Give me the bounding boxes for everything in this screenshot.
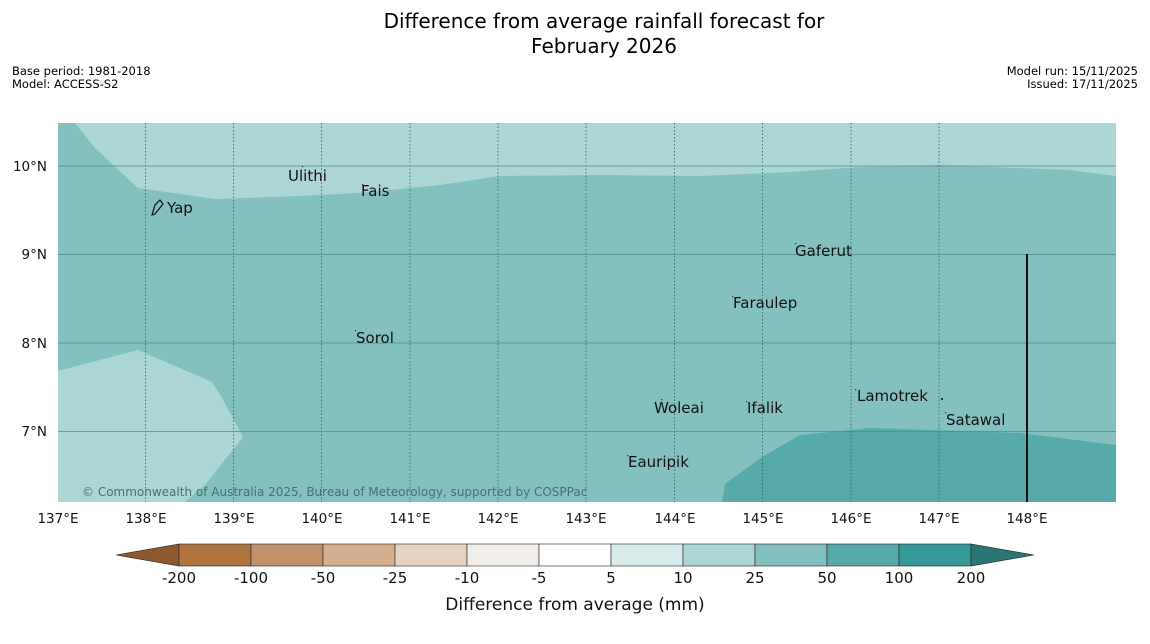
colorbar-ticks: -200 -100 -50 -25 -10 -5 5 10 25 50 100 … xyxy=(162,569,985,587)
colorbar-tick: 10 xyxy=(673,569,692,587)
colorbar-cell xyxy=(826,543,900,567)
colorbar-tick: 25 xyxy=(745,569,764,587)
base-period: Base period: 1981-2018 xyxy=(12,64,151,78)
colorbar-cell xyxy=(898,543,972,567)
lon-label: 137°E xyxy=(37,511,78,527)
copyright-notice: © Commonwealth of Australia 2025, Bureau… xyxy=(82,485,587,499)
title-line-2: February 2026 xyxy=(531,34,677,58)
lat-label: 7°N xyxy=(22,424,47,440)
colorbar-tick: 100 xyxy=(885,569,914,587)
place-ulithi: Ulithi xyxy=(288,167,327,185)
lon-label: 145°E xyxy=(742,511,783,527)
place-woleai: Woleai xyxy=(654,399,704,417)
lon-label: 138°E xyxy=(125,511,166,527)
lat-label: 10°N xyxy=(13,159,47,175)
place-eauripik: Eauripik xyxy=(628,453,689,471)
place-lamotrek: Lamotrek xyxy=(857,387,928,405)
colorbar-cell xyxy=(754,543,828,567)
lat-axis: 10°N 9°N 8°N 7°N xyxy=(13,159,47,440)
lon-label: 144°E xyxy=(654,511,695,527)
run-info: Model run: 15/11/2025 Issued: 17/11/2025 xyxy=(1007,65,1138,91)
lon-label: 139°E xyxy=(213,511,254,527)
colorbar-tick: 5 xyxy=(606,569,616,587)
map-title: Difference from average rainfall forecas… xyxy=(0,9,1150,59)
colorbar-tick: 50 xyxy=(817,569,836,587)
place-satawal: Satawal xyxy=(946,411,1005,429)
colorbar-tick: -25 xyxy=(383,569,408,587)
lon-label: 141°E xyxy=(389,511,430,527)
place-faraulep: Faraulep xyxy=(733,294,797,312)
island-dots xyxy=(302,166,947,457)
lon-label: 148°E xyxy=(1006,511,1047,527)
lon-label: 140°E xyxy=(301,511,342,527)
model-name: Model: ACCESS-S2 xyxy=(12,77,119,91)
lon-axis: 137°E 138°E 139°E 140°E 141°E 142°E 143°… xyxy=(37,511,1047,527)
band-10-25-north xyxy=(58,123,1116,199)
place-ifalik: Ifalik xyxy=(747,399,783,417)
place-sorol: Sorol xyxy=(356,329,394,347)
yap-island xyxy=(151,199,164,216)
colorbar-tick: -50 xyxy=(311,569,336,587)
place-fais: Fais xyxy=(361,182,390,200)
colorbar: -200 -100 -50 -25 -10 -5 5 10 25 50 100 … xyxy=(115,543,1035,615)
colorbar-cells xyxy=(115,543,1035,567)
lat-label: 9°N xyxy=(22,247,47,263)
colorbar-tick: -10 xyxy=(455,569,480,587)
lon-label: 147°E xyxy=(918,511,959,527)
title-line-1: Difference from average rainfall forecas… xyxy=(383,9,825,33)
colorbar-tick: -200 xyxy=(162,569,196,587)
colorbar-extension-low xyxy=(115,543,180,567)
colorbar-cell xyxy=(538,543,612,567)
base-info: Base period: 1981-2018 Model: ACCESS-S2 xyxy=(12,65,151,91)
colorbar-cell xyxy=(610,543,684,567)
place-yap: Yap xyxy=(166,199,193,217)
band-10-25-southwest xyxy=(58,350,243,502)
place-gaferut: Gaferut xyxy=(795,242,852,260)
colorbar-cell xyxy=(250,543,324,567)
band-50-100-southeast xyxy=(722,428,1116,502)
colorbar-title: Difference from average (mm) xyxy=(445,595,704,615)
colorbar-tick: -5 xyxy=(532,569,547,587)
colorbar-tick: -100 xyxy=(234,569,268,587)
map-area: Ulithi Fais Yap Gaferut Faraulep Sorol L… xyxy=(58,123,1116,502)
lon-label: 146°E xyxy=(830,511,871,527)
colorbar-cell xyxy=(394,543,468,567)
lon-label: 143°E xyxy=(565,511,606,527)
colorbar-cell xyxy=(682,543,756,567)
model-run: Model run: 15/11/2025 xyxy=(1006,64,1138,78)
colorbar-tick: 200 xyxy=(957,569,986,587)
issued-date: Issued: 17/11/2025 xyxy=(1027,77,1138,91)
graticule xyxy=(58,123,1116,502)
lat-label: 8°N xyxy=(22,336,47,352)
colorbar-extension-high xyxy=(970,543,1035,567)
lon-label: 142°E xyxy=(477,511,518,527)
colorbar-cell xyxy=(322,543,396,567)
colorbar-cell xyxy=(466,543,540,567)
colorbar-cell xyxy=(178,543,252,567)
